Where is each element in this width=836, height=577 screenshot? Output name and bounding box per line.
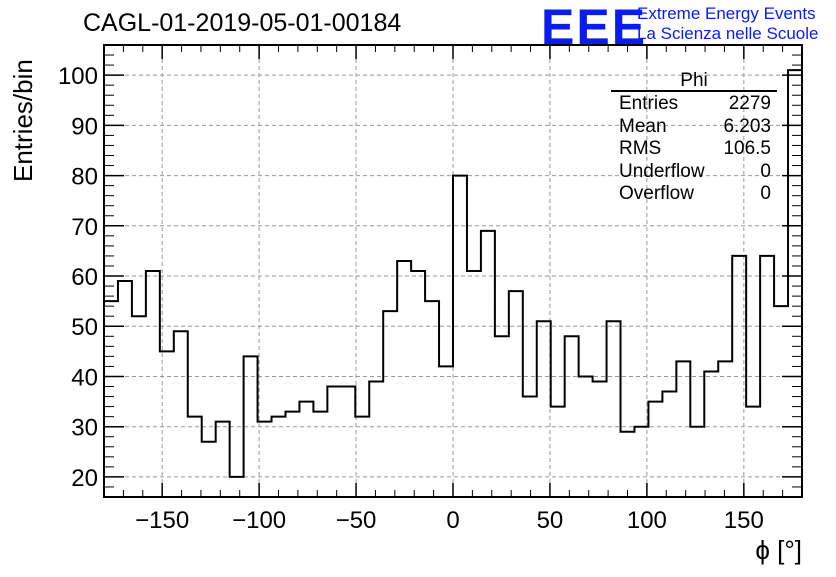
- histogram-bin: [160, 351, 174, 497]
- y-tick-label: 70: [71, 214, 98, 241]
- stats-value: 6.203: [723, 116, 771, 137]
- histogram-bin: [690, 427, 704, 497]
- histogram-bin: [648, 402, 662, 497]
- stats-label: Entries: [619, 93, 679, 114]
- x-tick-label: −150: [135, 507, 189, 534]
- stats-label: Mean: [619, 116, 667, 137]
- histogram-bin: [132, 316, 146, 497]
- histogram-bin: [299, 402, 313, 497]
- histogram-bin: [341, 387, 355, 497]
- histogram-bin: [216, 422, 230, 497]
- tick-labels: −150 −100 −50 0 50 100 150 20 30 40 50 60 70 80 90 100: [58, 63, 764, 534]
- histogram-bin: [188, 417, 202, 497]
- histogram-bin: [551, 407, 565, 497]
- x-tick-label: 150: [724, 507, 764, 534]
- x-tick-label: −100: [232, 507, 286, 534]
- x-tick-label: 100: [627, 507, 667, 534]
- histogram-bin: [467, 271, 481, 497]
- eee-logo-caption-line2: La Scienza nelle Scuole: [637, 24, 819, 43]
- histogram-bin: [760, 256, 774, 497]
- histogram-bin: [718, 361, 732, 497]
- histogram-step-line: [104, 69, 802, 478]
- x-axis-label: ϕ [°]: [755, 535, 802, 565]
- stats-value: 0: [760, 183, 771, 204]
- stats-value: 0: [760, 161, 771, 182]
- y-tick-label: 90: [71, 113, 98, 140]
- stats-value: 2279: [728, 93, 771, 114]
- eee-logo-caption-line1: Extreme Energy Events: [637, 4, 816, 23]
- stats-row-overflow: Overflow 0: [619, 183, 771, 205]
- histogram-bin: [662, 392, 676, 497]
- stats-row-mean: Mean 6.203: [619, 116, 771, 138]
- histogram-bin: [579, 376, 593, 497]
- histogram-bin: [509, 291, 523, 497]
- histogram-bin: [453, 176, 467, 497]
- histogram-bin: [607, 321, 621, 497]
- y-tick-label: 40: [71, 364, 98, 391]
- histogram-bin: [774, 306, 788, 497]
- histogram-bin: [732, 256, 746, 497]
- histogram-bin: [327, 387, 341, 497]
- histogram-bin: [285, 412, 299, 497]
- histogram-bin: [104, 301, 118, 497]
- histogram-bin: [174, 331, 188, 497]
- histogram-bin: [146, 271, 160, 497]
- histogram-bin: [313, 412, 327, 497]
- histogram-bin: [676, 361, 690, 497]
- histogram-bin: [355, 417, 369, 497]
- histogram-bin: [244, 356, 258, 497]
- stats-label: Underflow: [619, 161, 705, 182]
- histogram-bin: [202, 442, 216, 497]
- histogram-bin: [369, 381, 383, 497]
- histogram-bin: [495, 336, 509, 497]
- histogram-bin: [746, 407, 760, 497]
- y-tick-label: 100: [58, 63, 98, 90]
- stats-value: 106.5: [723, 138, 771, 159]
- histogram-bin: [397, 261, 411, 497]
- stats-label: Overflow: [619, 183, 694, 204]
- histogram-bin: [411, 271, 425, 497]
- histogram-bin: [481, 231, 495, 497]
- eee-logo: EEE: [541, 0, 648, 55]
- histogram-bin: [523, 397, 537, 497]
- histogram-bin: [118, 281, 132, 497]
- histogram-bin: [565, 336, 579, 497]
- stats-box: Phi Entries 2279 Mean 6.203 RMS 106.5 Un…: [611, 70, 777, 212]
- histogram-bin: [439, 366, 453, 497]
- histogram-bin: [537, 321, 551, 497]
- histogram-bin: [788, 70, 802, 497]
- y-tick-label: 60: [71, 264, 98, 291]
- axis-ticks: [103, 44, 803, 498]
- histogram-bin: [425, 301, 439, 497]
- histogram-bin: [230, 477, 244, 497]
- y-tick-label: 50: [71, 314, 98, 341]
- run-title: CAGL-01-2019-05-01-00184: [83, 9, 402, 37]
- stats-divider: [611, 90, 777, 92]
- x-tick-label: 50: [537, 507, 564, 534]
- histogram-bin: [383, 311, 397, 497]
- y-tick-label: 30: [71, 415, 98, 442]
- y-tick-label: 20: [71, 465, 98, 492]
- histogram-bin: [621, 432, 635, 497]
- stats-row-underflow: Underflow 0: [619, 161, 771, 183]
- x-tick-label: 0: [446, 507, 459, 534]
- y-tick-label: 80: [71, 164, 98, 191]
- y-axis-label: Entries/bin: [8, 59, 38, 182]
- stats-row-entries: Entries 2279: [619, 93, 771, 115]
- histogram-bin: [272, 417, 286, 497]
- x-tick-label: −50: [336, 507, 377, 534]
- stats-title: Phi: [680, 70, 708, 91]
- stats-row-rms: RMS 106.5: [619, 138, 771, 160]
- histogram-bin: [704, 371, 718, 497]
- histogram-bin: [593, 381, 607, 497]
- stats-label: RMS: [619, 138, 662, 159]
